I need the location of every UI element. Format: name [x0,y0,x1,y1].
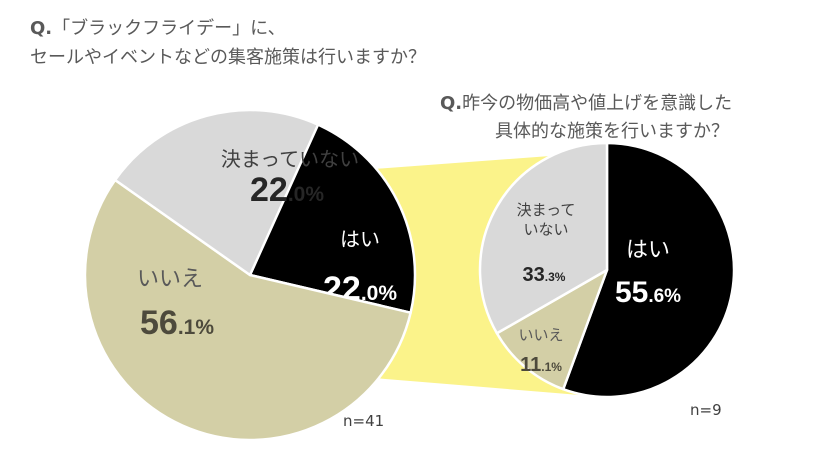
pie1-label-undecided: 決まっていない [221,147,359,171]
pie1-value-no: 56.1% [140,304,214,342]
question-1: Q.「ブラックフライデー」に、 セールやイベントなどの集客施策は行いますか？ [30,14,500,72]
question-1-line-1: 「ブラックフライデー」に、 [52,18,286,39]
question-2-line-2: 具体的な施策を行いますか？ [495,121,729,142]
pie1-slice-no [83,178,412,442]
pie2-value-no: 11.1% [520,354,562,376]
pie2-slice-yes [561,141,736,399]
pie2-slice-no [495,268,609,391]
pie2-label-yes: はい [626,238,670,263]
pie1-slice-yes [248,123,417,314]
pie2-value-yes: 55.6% [615,276,681,309]
question-1-prefix: Q. [30,18,53,39]
question-2: Q.昨今の物価高や値上げを意識した 具体的な施策を行いますか？ [440,90,800,146]
pie2-slice-undecided [478,141,609,335]
pie1-label-yes: はい [340,227,380,251]
question-2-line-1: 昨今の物価高や値上げを意識した [462,93,733,114]
pie2-label-no: いいえ [518,326,563,344]
question-2-prefix: Q. [440,93,463,114]
pie2-label-undecided: 決まっていない [517,201,576,239]
pie1-value-undecided: 22.0% [250,171,324,209]
pie1-label-no: いいえ [137,267,203,292]
question-1-line-2: セールやイベントなどの集客施策は行いますか？ [30,47,426,68]
sample-size-1: n=41 [343,412,385,430]
pie1-slice-undecided [113,108,320,277]
pie2-value-undecided: 33.3% [523,264,566,286]
sample-size-2: n=9 [690,401,722,419]
